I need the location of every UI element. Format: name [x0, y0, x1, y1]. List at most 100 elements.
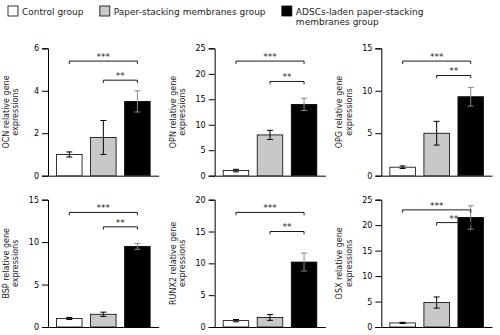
y-tick-mark — [375, 200, 381, 201]
x-axis — [382, 176, 493, 177]
error-bar — [100, 121, 106, 155]
bar — [291, 262, 317, 327]
y-tick-label: 10 — [29, 238, 39, 247]
y-tick-label: 10 — [195, 259, 205, 268]
error-bar — [468, 87, 474, 106]
y-tick: 15 — [362, 247, 381, 256]
y-tick: 0 — [34, 323, 48, 332]
y-axis-title: BSP relative geneexpressions — [2, 228, 20, 299]
y-tick-mark — [209, 176, 215, 177]
significance-label: *** — [263, 203, 277, 213]
x-axis — [215, 176, 326, 177]
y-axis: 0 2 4 6 — [34, 44, 49, 180]
panel: 0510152025OSX relative geneexpressions**… — [335, 196, 492, 332]
y-tick-mark — [375, 302, 381, 303]
y-tick: 0 — [367, 323, 381, 332]
y-tick-label: 0 — [201, 323, 206, 332]
error-bar — [434, 121, 440, 145]
error-bar-line — [233, 319, 239, 321]
error-bar — [134, 243, 140, 249]
legend-label: Control group — [22, 7, 84, 17]
y-tick-mark — [375, 276, 381, 277]
x-axis-line — [215, 327, 326, 328]
y-tick-mark — [375, 48, 381, 49]
legend-swatch — [100, 6, 110, 16]
y-tick-label: 15 — [195, 228, 205, 237]
error-bar — [301, 98, 307, 110]
y-axis-line — [42, 200, 49, 327]
y-tick-label: 10 — [362, 272, 372, 281]
y-tick: 10 — [195, 121, 214, 130]
y-axis: 0 5 10 15 — [362, 44, 382, 180]
y-tick-label: 5 — [201, 291, 206, 300]
panel: 05101520RUNX2 relative geneexpressions**… — [169, 196, 326, 332]
error-bar-line — [301, 98, 307, 110]
y-tick-label: 10 — [362, 87, 372, 96]
y-tick-label: 5 — [367, 298, 372, 307]
error-bar-line — [100, 312, 106, 316]
y-tick: 15 — [362, 44, 381, 53]
y-tick-mark — [209, 99, 215, 100]
legend-item: ADSCs-laden paper-stackingmembranes grou… — [282, 6, 424, 27]
y-tick: 25 — [195, 44, 214, 53]
error-bar — [400, 166, 406, 169]
y-tick-mark — [42, 285, 48, 286]
y-tick: 6 — [34, 44, 48, 53]
y-axis: 0510152025 — [362, 196, 382, 332]
y-tick: 2 — [34, 129, 48, 138]
error-bar-line — [233, 169, 239, 172]
y-tick-mark — [42, 242, 48, 243]
y-tick-label: 10 — [195, 121, 205, 130]
bar — [125, 101, 151, 175]
y-tick-mark — [375, 251, 381, 252]
plot-area — [223, 253, 317, 327]
y-tick-label: 2 — [34, 129, 39, 138]
y-tick: 5 — [367, 298, 381, 307]
y-tick-label: 15 — [29, 196, 39, 205]
y-tick-mark — [209, 232, 215, 233]
y-tick-mark — [209, 150, 215, 151]
y-tick-mark — [42, 200, 48, 201]
y-axis-line — [42, 49, 49, 176]
y-tick-label: 20 — [195, 70, 205, 79]
plot-area — [57, 91, 151, 176]
bar — [291, 104, 317, 175]
x-axis — [215, 327, 326, 328]
y-tick-mark — [42, 327, 48, 328]
panel: 051015OPG relative geneexpressions***** — [335, 44, 492, 180]
error-bar-line — [134, 243, 140, 249]
panel: 051015BSP relative geneexpressions***** — [2, 196, 159, 332]
x-axis — [49, 327, 160, 328]
error-bar — [468, 206, 474, 229]
y-tick-label: 4 — [34, 87, 39, 96]
significance-label: *** — [263, 52, 277, 62]
y-tick-label: 0 — [34, 172, 39, 181]
significance-label: ** — [116, 71, 126, 81]
bar — [125, 246, 151, 327]
x-axis-line — [49, 176, 160, 177]
significance-label: *** — [430, 201, 444, 211]
y-tick-label: 0 — [201, 172, 206, 181]
x-axis-line — [215, 176, 326, 177]
error-bar-line — [468, 87, 474, 106]
y-tick: 10 — [362, 87, 381, 96]
y-tick-mark — [375, 133, 381, 134]
panel: 0246OCN relative geneexpressions***** — [2, 44, 159, 180]
y-tick: 5 — [367, 129, 381, 138]
y-tick: 10 — [362, 272, 381, 281]
significance-label: *** — [430, 52, 444, 62]
y-tick-mark — [209, 74, 215, 75]
y-axis-line — [209, 49, 216, 176]
bar — [257, 135, 283, 176]
error-bar-line — [267, 315, 273, 321]
y-tick-mark — [42, 91, 48, 92]
y-tick-label: 25 — [195, 44, 205, 53]
error-bar — [267, 130, 273, 139]
y-tick: 10 — [195, 259, 214, 268]
error-bar-line — [267, 130, 273, 139]
y-tick-label: 5 — [34, 281, 39, 290]
y-tick: 0 — [367, 172, 381, 181]
error-bar-line — [134, 91, 140, 112]
y-axis-line — [375, 49, 382, 176]
x-axis-line — [382, 176, 493, 177]
